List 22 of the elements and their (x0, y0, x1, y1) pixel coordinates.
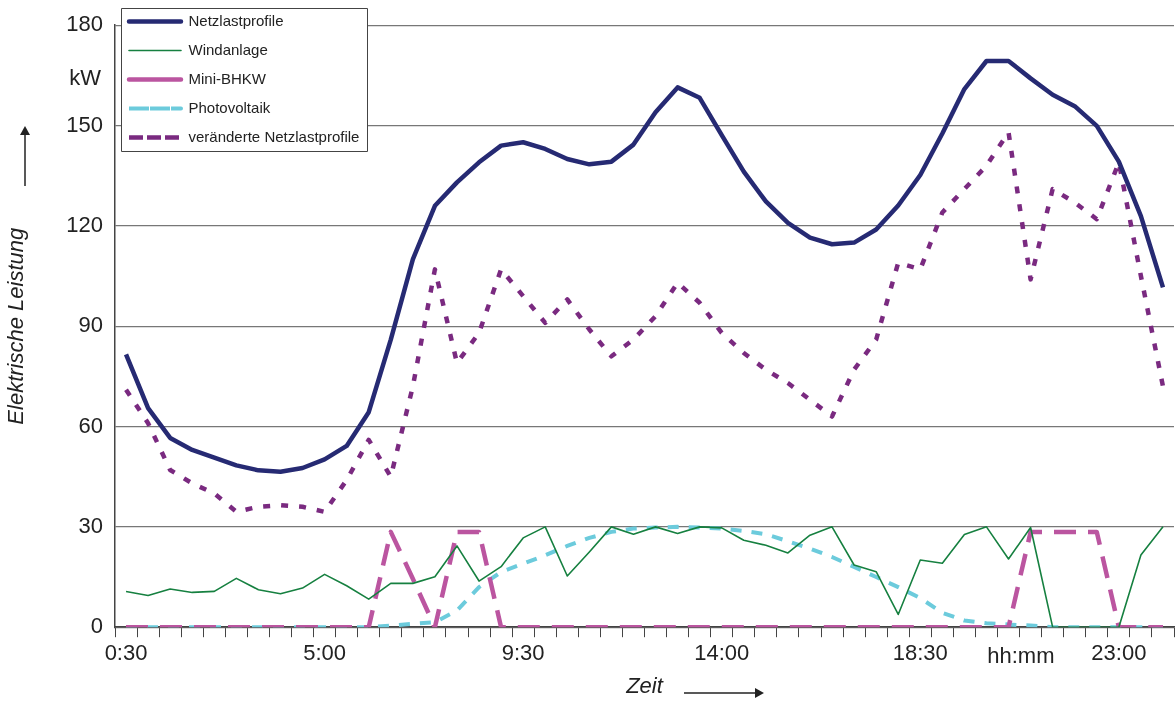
y-tick-label: 150 (66, 111, 103, 137)
legend-label: Netzlastprofile (188, 11, 284, 29)
y-tick-label: 90 (78, 312, 103, 338)
x-tick-label: 9:30 (501, 640, 545, 666)
x-tick-label: 5:00 (303, 640, 347, 666)
legend-label: Windanlage (188, 40, 268, 58)
legend-label: veränderte Netzlastprofile (188, 127, 360, 145)
x-tick-label: 14:00 (694, 640, 750, 666)
x-tick-label: 18:30 (892, 640, 948, 666)
y-axis-title: Elektrische Leistung (3, 227, 29, 425)
y-tick-label: 120 (66, 211, 103, 237)
y-tick-label: 30 (78, 512, 103, 538)
x-axis-title: Zeit (625, 672, 664, 698)
x-tick-label: 23:00 (1091, 640, 1147, 666)
y-tick-label: 180 (66, 11, 103, 37)
legend-label: Mini-BHKW (188, 69, 267, 87)
text: hh:mm (987, 643, 1055, 669)
y-tick-label: 0 (90, 613, 103, 639)
text: kW (69, 65, 102, 91)
legend-label: Photovoltaik (188, 98, 271, 116)
y-tick-label: 60 (78, 412, 103, 438)
x-tick-label: 0:30 (104, 640, 148, 666)
